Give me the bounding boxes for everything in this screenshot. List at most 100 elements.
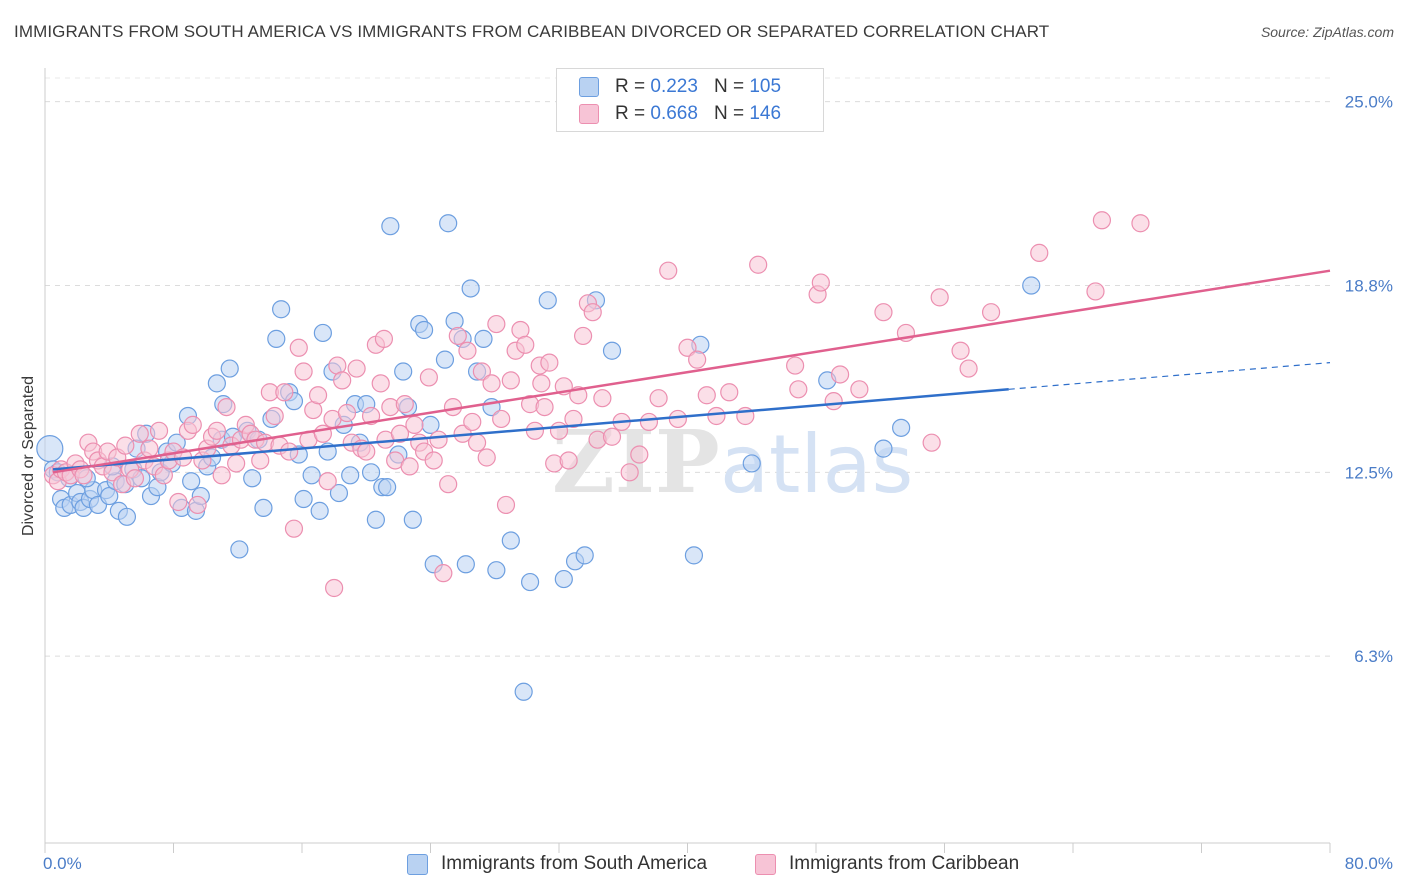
point-south-america	[487, 561, 506, 580]
point-south-america	[421, 415, 440, 434]
point-south-america	[445, 311, 464, 331]
point-caribbean	[333, 371, 352, 390]
point-caribbean	[125, 469, 145, 488]
y-tick-label: 25.0%	[1345, 93, 1393, 112]
point-caribbean	[116, 436, 135, 455]
point-caribbean	[668, 409, 687, 429]
n-label: N =	[713, 76, 745, 97]
point-south-america	[474, 329, 493, 348]
point-south-america	[403, 510, 422, 529]
point-caribbean	[149, 421, 169, 440]
point-caribbean	[212, 466, 231, 485]
point-south-america	[414, 320, 434, 340]
point-caribbean	[357, 442, 376, 461]
stats-row-caribbean: R = 0.668 N = 146	[579, 102, 781, 126]
point-caribbean	[429, 430, 448, 449]
point-caribbean	[487, 314, 506, 334]
point-caribbean	[289, 338, 308, 357]
point-caribbean	[337, 403, 357, 423]
point-caribbean	[688, 350, 707, 369]
legend-swatch-blue	[579, 77, 599, 97]
point-caribbean	[183, 415, 202, 434]
point-south-america	[439, 214, 458, 233]
point-caribbean	[850, 380, 869, 399]
point-south-america	[243, 469, 262, 488]
point-caribbean	[434, 564, 453, 583]
point-south-america	[361, 463, 381, 482]
point-caribbean	[1086, 282, 1105, 301]
point-caribbean	[374, 329, 394, 348]
point-caribbean	[789, 380, 808, 399]
point-caribbean	[559, 451, 578, 470]
point-caribbean	[140, 439, 159, 458]
watermark: ZIP atlas	[552, 412, 913, 513]
point-caribbean	[400, 457, 419, 476]
y-tick-label: 6.3%	[1354, 647, 1393, 666]
point-caribbean	[824, 392, 843, 411]
point-caribbean	[308, 386, 328, 405]
point-caribbean	[1131, 214, 1150, 233]
legend-swatch-pink	[579, 104, 599, 124]
point-south-america	[329, 483, 349, 503]
point-south-america	[501, 531, 520, 550]
point-caribbean	[439, 475, 458, 494]
point-south-america	[892, 418, 911, 437]
point-south-america	[435, 350, 455, 369]
point-caribbean	[549, 421, 569, 440]
point-caribbean	[284, 519, 304, 538]
point-caribbean	[217, 397, 236, 417]
point-south-america	[267, 329, 286, 348]
n-value: 146	[749, 103, 782, 124]
point-caribbean	[472, 362, 491, 381]
point-south-america	[742, 454, 761, 473]
point-caribbean	[448, 326, 467, 346]
point-caribbean	[1030, 243, 1049, 262]
point-caribbean	[482, 374, 501, 393]
point-caribbean	[583, 303, 602, 322]
y-tick-label: 18.8%	[1345, 277, 1393, 296]
y-tick-label: 12.5%	[1345, 463, 1393, 482]
trend-south-america-extension	[1008, 362, 1331, 390]
point-caribbean	[458, 341, 477, 360]
point-caribbean	[280, 442, 299, 461]
legend-swatch-blue	[407, 853, 428, 875]
point-caribbean	[265, 406, 284, 426]
point-caribbean	[477, 448, 496, 467]
point-caribbean	[830, 365, 850, 384]
point-caribbean	[540, 353, 559, 372]
point-caribbean	[922, 433, 941, 452]
point-caribbean	[1092, 211, 1112, 230]
point-caribbean	[874, 303, 893, 322]
point-south-america	[313, 323, 332, 343]
point-caribbean	[275, 383, 294, 402]
point-caribbean	[294, 362, 313, 381]
point-south-america	[230, 540, 249, 559]
x-tick-label-min: 0.0%	[43, 854, 82, 873]
point-caribbean	[424, 451, 443, 470]
point-south-america	[378, 478, 397, 497]
point-caribbean	[649, 389, 668, 408]
r-value: 0.668	[650, 103, 698, 124]
legend-label: Immigrants from South America	[441, 853, 708, 874]
point-caribbean	[371, 374, 390, 393]
point-south-america	[874, 439, 893, 458]
point-caribbean	[573, 326, 593, 346]
point-caribbean	[188, 495, 207, 515]
point-south-america	[182, 472, 201, 491]
trend-caribbean	[52, 269, 1331, 474]
legend-item-caribbean: Immigrants from Caribbean	[755, 852, 1019, 876]
stats-legend: R = 0.223 N = 105 R = 0.668 N = 146	[556, 68, 824, 132]
x-tick-label-max: 80.0%	[1345, 854, 1393, 873]
point-caribbean	[564, 409, 583, 429]
point-caribbean	[496, 495, 516, 515]
tick-labels: 6.3% 12.5% 18.8% 25.0% 0.0% 80.0%	[43, 93, 1393, 873]
point-caribbean	[930, 288, 949, 307]
stats-row-south-america: R = 0.223 N = 105	[579, 75, 781, 99]
point-caribbean	[227, 454, 246, 473]
point-south-america	[220, 359, 239, 378]
point-caribbean	[951, 341, 970, 360]
point-caribbean	[347, 359, 366, 378]
point-south-america	[554, 569, 573, 589]
point-caribbean	[405, 415, 424, 434]
point-caribbean	[467, 433, 487, 452]
